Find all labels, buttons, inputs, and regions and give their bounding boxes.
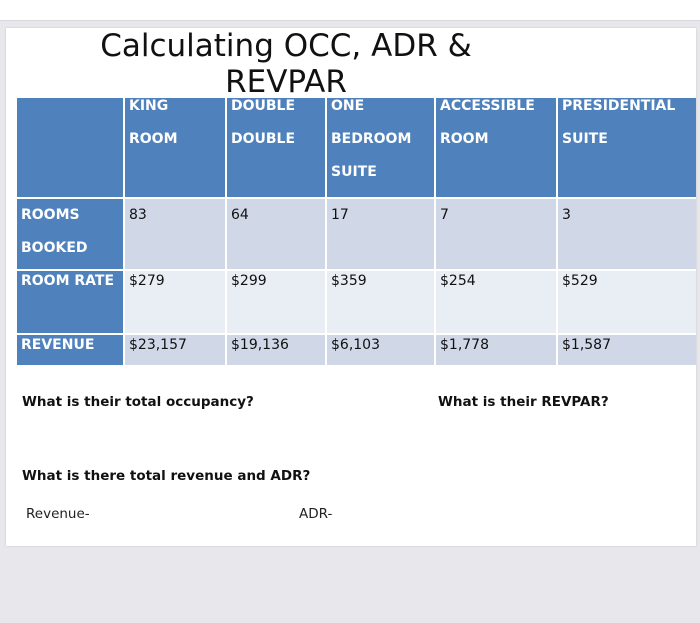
table-cell: 7 bbox=[435, 197, 558, 270]
table-cell: 64 bbox=[226, 197, 327, 270]
table-cell: $254 bbox=[435, 269, 558, 334]
header-corner bbox=[17, 98, 125, 198]
revenue-adr-question: What is there total revenue and ADR? bbox=[22, 468, 311, 484]
table-cell: 3 bbox=[557, 197, 696, 270]
adr-answer-label: ADR- bbox=[299, 506, 333, 522]
table-cell: $279 bbox=[124, 269, 227, 334]
top-strip bbox=[0, 0, 700, 21]
table-row: ROOMS BOOKED 83 64 17 7 3 bbox=[17, 197, 696, 270]
header-accessible-room: ACCESSIBLE ROOM bbox=[435, 98, 558, 198]
header-king-room: KING ROOM bbox=[124, 98, 227, 198]
table-cell: $19,136 bbox=[226, 333, 327, 365]
row-label-revenue: REVENUE bbox=[17, 333, 125, 365]
table-cell: $1,778 bbox=[435, 333, 558, 365]
row-label-room-rate: ROOM RATE bbox=[17, 269, 125, 334]
revenue-answer-label: Revenue- bbox=[26, 506, 90, 522]
table-cell: $6,103 bbox=[326, 333, 436, 365]
table-cell: $299 bbox=[226, 269, 327, 334]
header-one-bedroom-suite: ONE BEDROOM SUITE bbox=[326, 98, 436, 198]
table-row: ROOM RATE $279 $299 $359 $254 $529 bbox=[17, 269, 696, 334]
table-cell: 17 bbox=[326, 197, 436, 270]
table-cell: $23,157 bbox=[124, 333, 227, 365]
slide-title: Calculating OCC, ADR & REVPAR bbox=[100, 28, 472, 98]
row-label-rooms-booked: ROOMS BOOKED bbox=[17, 197, 125, 270]
table-header-row: KING ROOM DOUBLE DOUBLE ONE BEDROOM SUIT… bbox=[17, 98, 696, 198]
revpar-question: What is their REVPAR? bbox=[438, 394, 609, 410]
occupancy-question: What is their total occupancy? bbox=[22, 394, 254, 410]
table-cell: $529 bbox=[557, 269, 696, 334]
table-row: REVENUE $23,157 $19,136 $6,103 $1,778 $1… bbox=[17, 333, 696, 365]
table-cell: $359 bbox=[326, 269, 436, 334]
header-double-double: DOUBLE DOUBLE bbox=[226, 98, 327, 198]
header-presidential-suite: PRESIDENTIAL SUITE bbox=[557, 98, 696, 198]
table-cell: $1,587 bbox=[557, 333, 696, 365]
table-cell: 83 bbox=[124, 197, 227, 270]
slide: Calculating OCC, ADR & REVPAR KING ROOM … bbox=[6, 28, 696, 546]
data-table: KING ROOM DOUBLE DOUBLE ONE BEDROOM SUIT… bbox=[17, 98, 696, 365]
